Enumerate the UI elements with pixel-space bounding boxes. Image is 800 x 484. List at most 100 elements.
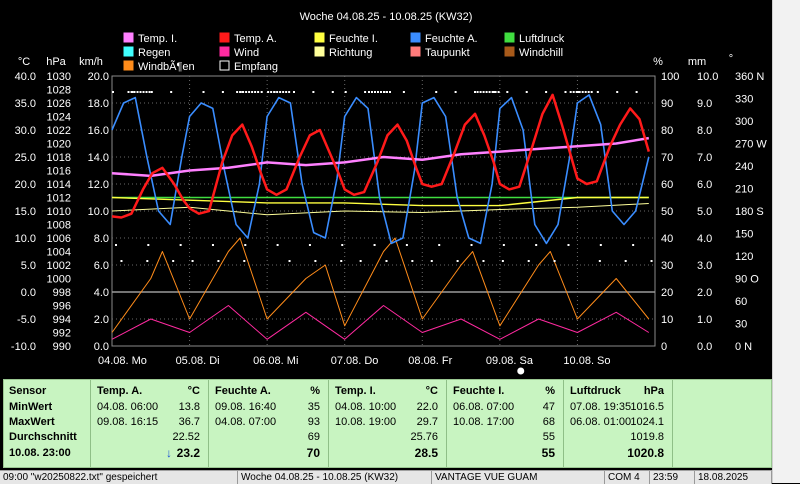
stats-max-time: 09.08. 16:15 xyxy=(97,416,159,428)
legend-swatch xyxy=(410,46,421,57)
reception-dot xyxy=(145,91,148,93)
axis-unit-degree: ° xyxy=(729,53,733,65)
tick-percent: 40 xyxy=(661,233,673,245)
stats-row: 55 xyxy=(447,446,563,461)
reception-dot xyxy=(650,260,653,262)
reception-dot xyxy=(191,260,194,262)
tick-mm: 2.0 xyxy=(697,287,712,299)
reception-dot xyxy=(564,91,567,93)
reception-dot xyxy=(373,91,376,93)
stats-min-value: 13.8 xyxy=(178,401,200,413)
reception-dot xyxy=(474,91,476,93)
stats-row: Feuchte I.% xyxy=(447,384,563,399)
legend-swatch xyxy=(219,46,230,57)
reception-dot xyxy=(488,91,491,93)
reception-dot xyxy=(635,91,638,93)
reception-dot xyxy=(479,91,482,93)
reception-dot xyxy=(527,260,530,262)
reception-dot xyxy=(251,91,254,93)
reception-dot xyxy=(569,91,572,93)
reception-dot xyxy=(239,91,242,93)
reception-dot xyxy=(142,91,145,93)
reception-dot xyxy=(485,91,488,93)
tick-degree: 60 xyxy=(735,296,747,308)
tick-kmh: 10.0 xyxy=(88,206,109,218)
reception-dot xyxy=(493,91,496,93)
reception-dot xyxy=(243,260,246,262)
status-field: Woche 04.08.25 - 10.08.25 (KW32) xyxy=(238,471,432,484)
stats-col-name: Temp. A. xyxy=(97,385,143,397)
reception-dot xyxy=(217,260,220,262)
stats-min-value: 22.0 xyxy=(416,401,438,413)
stats-row: 04.08. 07:00 93 xyxy=(209,415,328,430)
stats-row: Durchschnitt xyxy=(4,430,90,445)
stats-column: Feuchte I.% 06.08. 07:00 47 10.08. 17:00 68 5… xyxy=(447,380,564,467)
reception-dot xyxy=(179,244,182,246)
reception-dot xyxy=(211,244,214,246)
reception-dot xyxy=(273,91,276,93)
reception-dot xyxy=(202,91,205,93)
reception-dot xyxy=(587,91,590,93)
reception-dot xyxy=(364,91,367,93)
stats-column: Temp. A. °C 04.08. 06:00 13.8 09.08. 16:15 36… xyxy=(91,380,209,467)
tick-percent: 70 xyxy=(661,152,673,164)
reception-dot xyxy=(405,244,408,246)
reception-dot xyxy=(373,244,376,246)
tick-celsius: 40.0 xyxy=(15,71,36,83)
stats-row-label: MaxWert xyxy=(9,416,55,428)
stats-current: 1020.8 xyxy=(627,446,664,460)
stats-row: 09.08. 16:15 36.7 xyxy=(91,415,208,430)
stats-min-time: 04.08. 06:00 xyxy=(97,401,159,413)
axis-unit-celsius: °C xyxy=(18,56,30,68)
tick-hpa: 1004 xyxy=(47,247,71,259)
reception-dot xyxy=(382,91,385,93)
tick-hpa: 998 xyxy=(53,287,71,299)
tick-degree: 180 S xyxy=(735,206,764,218)
stats-max-value: 93 xyxy=(307,416,320,428)
legend-swatch xyxy=(410,32,421,43)
stats-row-label: Sensor xyxy=(9,385,47,397)
stats-col-name: Luftdruck xyxy=(570,385,621,397)
legend-label: Feuchte A. xyxy=(425,33,478,45)
tick-mm: 10.0 xyxy=(697,71,718,83)
stats-row: 04.08. 06:00 13.8 xyxy=(91,400,208,415)
reception-dot xyxy=(344,91,347,93)
reception-dot xyxy=(598,260,601,262)
stats-current: 23.2 xyxy=(176,446,200,460)
legend-label: Empfang xyxy=(234,61,278,73)
reception-dot xyxy=(599,244,602,246)
stats-row: MinWert xyxy=(4,400,90,415)
x-label: 05.08. Di xyxy=(176,355,220,367)
tick-celsius: 25.0 xyxy=(15,152,36,164)
reception-dot xyxy=(482,260,485,262)
reception-dot xyxy=(146,260,149,262)
stats-col-unit: hPa xyxy=(643,385,664,397)
reception-dot xyxy=(506,91,509,93)
x-label: 06.08. Mi xyxy=(253,355,298,367)
tick-degree: 210 xyxy=(735,184,753,196)
reception-dot xyxy=(139,91,142,93)
reception-dot xyxy=(367,91,370,93)
reception-dot xyxy=(525,91,528,93)
reception-dot xyxy=(567,244,570,246)
status-field: COM 4 xyxy=(605,471,650,484)
tick-hpa: 1028 xyxy=(47,85,71,97)
legend-swatch xyxy=(504,46,515,57)
stats-row: 55 xyxy=(447,430,563,445)
stats-min-time: 07.08. 19:35 xyxy=(570,401,632,413)
series-line xyxy=(111,237,650,333)
legend-swatch xyxy=(219,60,230,71)
chart-svg: Woche 04.08.25 - 10.08.25 (KW32) °C hPa km/… xyxy=(11,11,767,376)
tick-mm: 8.0 xyxy=(697,125,712,137)
reception-dot xyxy=(388,91,391,93)
tick-percent: 50 xyxy=(661,206,673,218)
legend-swatch xyxy=(314,46,325,57)
reception-dot xyxy=(293,91,295,93)
stats-col-unit: % xyxy=(310,385,320,397)
tick-kmh: 4.0 xyxy=(94,287,109,299)
reception-dot xyxy=(379,91,382,93)
legend-swatch xyxy=(314,32,325,43)
legend-label: Temp. A. xyxy=(234,33,277,45)
reception-dot xyxy=(267,91,270,93)
reception-dot xyxy=(115,244,117,246)
